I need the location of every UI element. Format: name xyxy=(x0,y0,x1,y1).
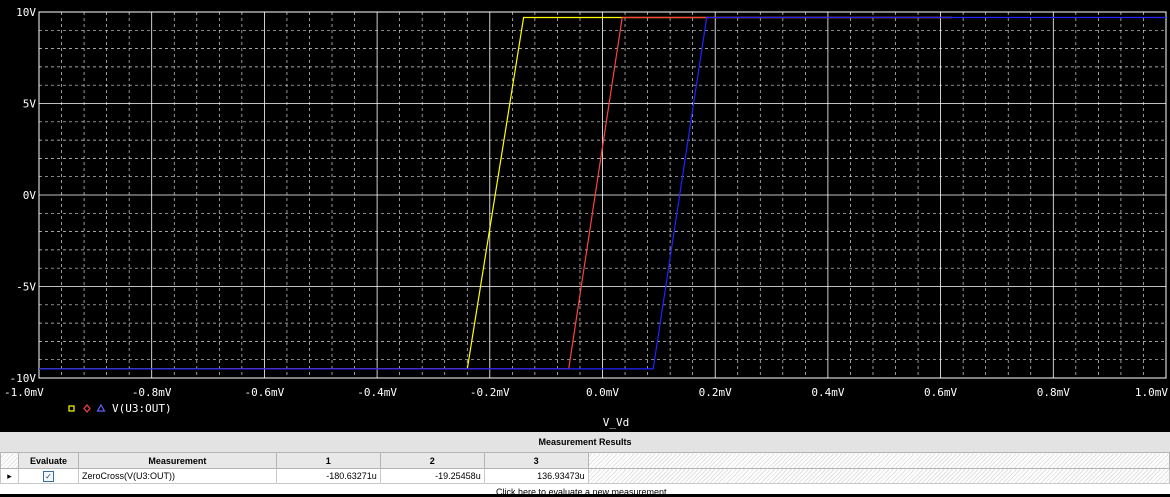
evaluate-checkbox[interactable]: ✓ xyxy=(42,470,54,482)
x-tick-label: 0.6mV xyxy=(924,386,957,399)
x-tick-label: -0.6mV xyxy=(245,386,285,399)
trace-group xyxy=(39,16,1166,370)
x-axis-tick-labels: -1.0mV -0.8mV -0.6mV -0.4mV -0.2mV 0.0mV 0.2mV… xyxy=(4,386,1168,399)
x-tick-label: -1.0mV xyxy=(4,386,44,399)
value-1-cell: -180.63271u xyxy=(275,468,381,484)
legend-square-marker xyxy=(68,405,75,412)
x-tick-label: 1.0mV xyxy=(1135,386,1168,399)
column-1-header[interactable]: 1 xyxy=(275,452,381,469)
y-tick-label: -10V xyxy=(10,372,37,385)
empty-header xyxy=(587,452,1170,469)
x-axis-label: V_Vd xyxy=(603,416,630,429)
x-tick-label: 0.0mV xyxy=(586,386,619,399)
evaluate-column-header[interactable]: Evaluate xyxy=(17,452,79,469)
row-selector-arrow-icon[interactable]: ▸ xyxy=(0,468,19,484)
legend-triangle-marker xyxy=(96,403,106,412)
plot-frame xyxy=(38,11,1167,379)
legend-diamond-marker xyxy=(83,404,91,413)
table-row[interactable]: ▸ ✓ ZeroCross(V(U3:OUT)) -180.63271u -19… xyxy=(0,468,1170,484)
measurement-table: Evaluate Measurement 1 2 3 ▸ ✓ ZeroCross… xyxy=(0,452,1170,484)
x-tick-label: 0.4mV xyxy=(811,386,844,399)
y-axis-tick-labels: 10V 5V 0V -5V -10V xyxy=(10,6,37,385)
measurement-column-header[interactable]: Measurement xyxy=(77,452,277,469)
value-2-cell: -19.25458u xyxy=(379,468,485,484)
row-selector-header xyxy=(0,452,19,469)
trace-line-3[interactable] xyxy=(39,16,1166,370)
empty-cell xyxy=(587,468,1170,484)
x-tick-label: -0.8mV xyxy=(132,386,172,399)
x-tick-label: -0.2mV xyxy=(470,386,510,399)
legend-label: V(U3:OUT) xyxy=(112,402,172,415)
evaluate-cell: ✓ xyxy=(17,468,79,484)
column-2-header[interactable]: 2 xyxy=(379,452,485,469)
plot-grid xyxy=(38,11,1167,379)
y-tick-label: 5V xyxy=(23,98,37,111)
x-tick-label: 0.8mV xyxy=(1037,386,1070,399)
column-3-header[interactable]: 3 xyxy=(483,452,589,469)
y-tick-label: 10V xyxy=(16,6,36,19)
legend[interactable]: V(U3:OUT) xyxy=(68,402,172,415)
value-3-cell: 136.93473u xyxy=(483,468,589,484)
plot-background xyxy=(0,0,1170,432)
measurement-expression-cell[interactable]: ZeroCross(V(U3:OUT)) xyxy=(77,468,277,484)
x-tick-label: 0.2mV xyxy=(699,386,732,399)
table-header-row: Evaluate Measurement 1 2 3 xyxy=(0,452,1170,469)
new-measurement-hint[interactable]: Click here to evaluate a new measurement… xyxy=(495,487,675,497)
measurement-results-panel: Measurement Results Evaluate Measurement… xyxy=(0,432,1170,497)
y-tick-label: -5V xyxy=(16,281,36,294)
y-tick-label: 0V xyxy=(23,189,37,202)
x-tick-label: -0.4mV xyxy=(357,386,397,399)
measurement-results-title: Measurement Results xyxy=(0,432,1170,453)
